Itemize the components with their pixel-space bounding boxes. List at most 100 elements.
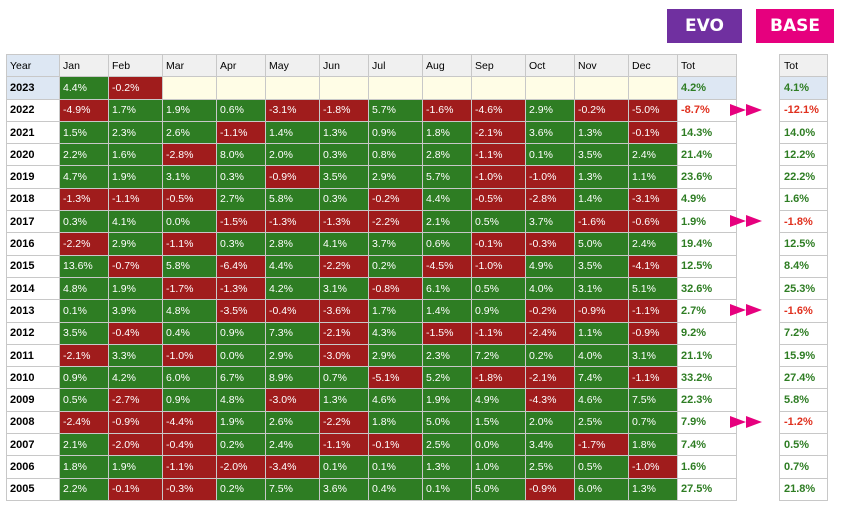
year-cell: 2017: [6, 210, 60, 234]
column-header-nov: Nov: [574, 53, 629, 78]
month-cell-dec: 1.1%: [628, 165, 678, 189]
month-cell-aug: 5.0%: [422, 410, 472, 435]
month-cell-jun: 0.3%: [319, 187, 369, 212]
base-total-cell: 27.4%: [779, 366, 828, 390]
month-cell-nov: [574, 76, 629, 100]
month-cell-jan: 0.3%: [59, 210, 109, 234]
month-cell-jun: 1.3%: [319, 388, 369, 412]
month-cell-nov: 4.6%: [574, 388, 629, 412]
month-cell-jun: 1.3%: [319, 120, 369, 145]
evo-total-cell: 27.5%: [677, 477, 737, 501]
month-cell-sep: 0.5%: [471, 210, 526, 234]
month-cell-jul: [368, 76, 423, 100]
month-cell-may: 8.9%: [265, 366, 320, 390]
month-cell-mar: 2.6%: [162, 120, 217, 145]
base-total-cell: 0.5%: [779, 433, 828, 457]
year-cell: 2011: [6, 343, 60, 368]
month-cell-feb: -0.2%: [108, 76, 163, 100]
month-cell-jan: 0.9%: [59, 366, 109, 390]
row-2020: 2020 2.2% 1.6% -2.8% 8.0% 2.0% 0.3% 0.8% 2.8% -1.…: [6, 143, 737, 167]
month-cell-jul: 1.7%: [368, 299, 423, 323]
month-cell-sep: 4.9%: [471, 388, 526, 412]
column-header-year: Year: [6, 53, 60, 78]
month-cell-jun: -1.3%: [319, 210, 369, 234]
month-cell-oct: 2.5%: [525, 455, 575, 479]
month-cell-jul: -0.8%: [368, 276, 423, 301]
month-cell-nov: 1.3%: [574, 165, 629, 189]
month-cell-apr: -2.0%: [216, 455, 266, 479]
base-total-cell: 12.5%: [779, 232, 828, 256]
month-cell-dec: -4.1%: [628, 254, 678, 278]
month-cell-dec: [628, 76, 678, 100]
month-cell-aug: 1.8%: [422, 120, 472, 145]
base-total-cell: 0.7%: [779, 455, 828, 479]
month-cell-sep: -1.8%: [471, 366, 526, 390]
month-cell-sep: -4.6%: [471, 98, 526, 122]
month-cell-oct: 3.4%: [525, 433, 575, 457]
year-cell: 2007: [6, 433, 60, 457]
row-2013: 2013 0.1% 3.9% 4.8% -3.5% -0.4% -3.6% 1.7% 1.4% 0…: [6, 299, 737, 323]
month-cell-jun: [319, 76, 369, 100]
base-tot-header: Tot: [779, 53, 828, 78]
month-cell-apr: 0.2%: [216, 477, 266, 501]
month-cell-aug: -4.5%: [422, 254, 472, 278]
month-cell-feb: -2.0%: [108, 433, 163, 457]
month-cell-oct: -0.9%: [525, 477, 575, 501]
month-cell-dec: 1.3%: [628, 477, 678, 501]
base-total-cell: 14.0%: [779, 120, 828, 145]
base-total-cell: 25.3%: [779, 276, 828, 301]
base-total-cell: 22.2%: [779, 165, 828, 189]
month-cell-mar: 3.1%: [162, 165, 217, 189]
year-cell: 2020: [6, 143, 60, 167]
month-cell-dec: 2.4%: [628, 143, 678, 167]
month-cell-feb: 1.6%: [108, 143, 163, 167]
month-cell-aug: [422, 76, 472, 100]
month-cell-apr: 1.9%: [216, 410, 266, 435]
month-cell-mar: -4.4%: [162, 410, 217, 435]
month-cell-sep: 1.5%: [471, 410, 526, 435]
evo-total-cell: 32.6%: [677, 276, 737, 301]
month-cell-jan: 2.2%: [59, 143, 109, 167]
base-total-cell: -1.8%: [779, 210, 828, 234]
column-header-aug: Aug: [422, 53, 472, 78]
month-cell-sep: -1.0%: [471, 165, 526, 189]
row-2021: 2021 1.5% 2.3% 2.6% -1.1% 1.4% 1.3% 0.9% 1.8% -2.…: [6, 120, 737, 145]
month-cell-sep: -2.1%: [471, 120, 526, 145]
month-cell-sep: -1.1%: [471, 321, 526, 345]
month-cell-mar: -1.1%: [162, 232, 217, 256]
month-cell-dec: 2.4%: [628, 232, 678, 256]
month-cell-may: 2.0%: [265, 143, 320, 167]
month-cell-aug: 5.2%: [422, 366, 472, 390]
month-cell-aug: 0.1%: [422, 477, 472, 501]
row-2015: 2015 13.6% -0.7% 5.8% -6.4% 4.4% -2.2% 0.2% -4.5…: [6, 254, 737, 278]
month-cell-jan: 0.1%: [59, 299, 109, 323]
evo-total-cell: 7.9%: [677, 410, 737, 435]
evo-total-cell: 4.2%: [677, 76, 737, 100]
month-cell-apr: 0.3%: [216, 232, 266, 256]
month-cell-dec: -0.9%: [628, 321, 678, 345]
month-cell-oct: -1.0%: [525, 165, 575, 189]
month-cell-apr: [216, 76, 266, 100]
month-cell-dec: -1.0%: [628, 455, 678, 479]
year-cell: 2018: [6, 187, 60, 212]
month-cell-feb: 4.2%: [108, 366, 163, 390]
year-cell: 2008: [6, 410, 60, 435]
month-cell-may: 7.5%: [265, 477, 320, 501]
month-cell-feb: -0.1%: [108, 477, 163, 501]
month-cell-mar: -0.3%: [162, 477, 217, 501]
month-cell-jul: 4.6%: [368, 388, 423, 412]
month-cell-may: 7.3%: [265, 321, 320, 345]
month-cell-jun: 0.1%: [319, 455, 369, 479]
month-cell-apr: -1.3%: [216, 276, 266, 301]
month-cell-may: 1.4%: [265, 120, 320, 145]
column-header-jul: Jul: [368, 53, 423, 78]
evo-total-cell: 12.5%: [677, 254, 737, 278]
month-cell-jan: -2.2%: [59, 232, 109, 256]
evo-total-cell: 19.4%: [677, 232, 737, 256]
month-cell-aug: 5.7%: [422, 165, 472, 189]
month-cell-nov: 0.5%: [574, 455, 629, 479]
month-cell-jul: 0.2%: [368, 254, 423, 278]
month-cell-aug: 2.1%: [422, 210, 472, 234]
highlight-arrow-icon: [730, 215, 762, 228]
month-cell-oct: 3.6%: [525, 120, 575, 145]
